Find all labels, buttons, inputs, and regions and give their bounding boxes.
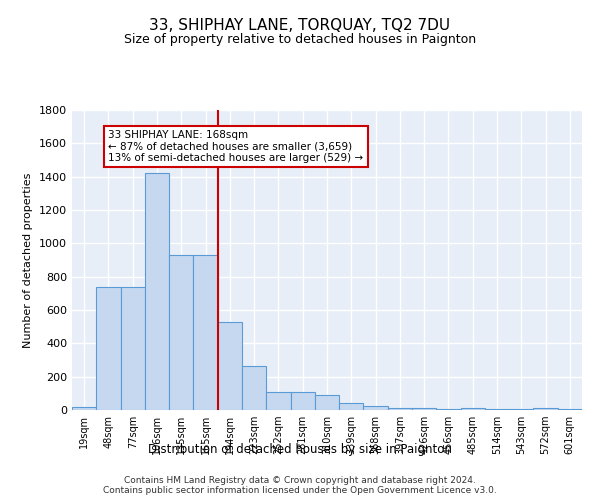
Bar (461, 408, 485, 410)
Bar (315, 395, 339, 410)
Text: Contains HM Land Registry data © Crown copyright and database right 2024.
Contai: Contains HM Land Registry data © Crown c… (103, 476, 497, 495)
Text: Distribution of detached houses by size in Paignton: Distribution of detached houses by size … (148, 442, 452, 456)
Bar (339, 404, 364, 410)
Text: 33 SHIPHAY LANE: 168sqm
← 87% of detached houses are smaller (3,659)
13% of semi: 33 SHIPHAY LANE: 168sqm ← 87% of detache… (109, 130, 364, 163)
Bar (145, 174, 169, 410)
Bar (121, 286, 145, 410)
Bar (242, 366, 266, 410)
Bar (266, 392, 290, 410)
Bar (533, 408, 558, 410)
Y-axis label: Number of detached properties: Number of detached properties (23, 172, 34, 348)
Bar (218, 322, 242, 410)
Bar (72, 406, 96, 410)
Bar (485, 409, 509, 410)
Bar (412, 408, 436, 410)
Bar (290, 392, 315, 410)
Bar (169, 255, 193, 410)
Bar (436, 409, 461, 410)
Bar (193, 255, 218, 410)
Bar (96, 286, 121, 410)
Bar (388, 408, 412, 410)
Bar (364, 406, 388, 410)
Text: Size of property relative to detached houses in Paignton: Size of property relative to detached ho… (124, 32, 476, 46)
Bar (509, 409, 533, 410)
Text: 33, SHIPHAY LANE, TORQUAY, TQ2 7DU: 33, SHIPHAY LANE, TORQUAY, TQ2 7DU (149, 18, 451, 32)
Bar (558, 409, 582, 410)
